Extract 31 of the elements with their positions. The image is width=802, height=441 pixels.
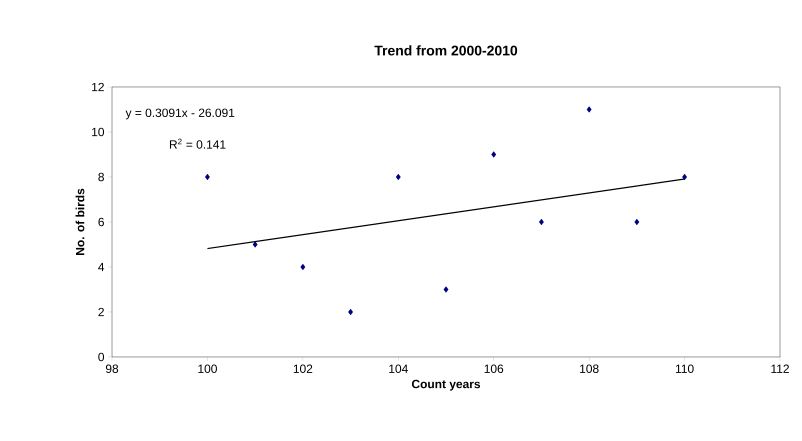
point bbox=[204, 174, 210, 180]
x-tick-label: 100 bbox=[198, 364, 217, 373]
x-tick-label: 102 bbox=[294, 364, 312, 373]
point bbox=[538, 218, 544, 226]
x-tick-label: 98 bbox=[106, 364, 118, 373]
y-tick-label: 12 bbox=[92, 82, 104, 92]
y-tick-label: 2 bbox=[98, 308, 104, 316]
x-tick-label: 110 bbox=[676, 364, 694, 373]
y-axis-title: No. of birds bbox=[76, 188, 84, 255]
point bbox=[348, 308, 354, 316]
chart-title: Trend from 2000-2010 bbox=[374, 45, 518, 56]
y-tick-label: 10 bbox=[92, 128, 104, 136]
point bbox=[396, 174, 401, 180]
x-axis-title: Count years bbox=[412, 380, 480, 391]
y-tick-label: 8 bbox=[98, 172, 104, 182]
x-tick-label: 112 bbox=[771, 364, 789, 373]
annotation: R$^{2}$ = 0.141 bbox=[170, 138, 226, 149]
y-tick-label: 0 bbox=[98, 352, 104, 362]
point bbox=[300, 264, 306, 270]
point bbox=[491, 151, 496, 158]
point bbox=[682, 174, 688, 180]
y-tick-label: 6 bbox=[98, 218, 104, 226]
x-tick-label: 104 bbox=[389, 364, 408, 373]
point bbox=[586, 106, 592, 113]
x-tick-label: 106 bbox=[484, 364, 504, 373]
y-tick-label: 4 bbox=[98, 262, 104, 272]
x-tick-label: 108 bbox=[580, 364, 599, 373]
point bbox=[444, 286, 448, 293]
point bbox=[634, 218, 640, 226]
point bbox=[252, 241, 258, 248]
annotation: y = 0.3091x - 26.091 bbox=[126, 108, 234, 120]
